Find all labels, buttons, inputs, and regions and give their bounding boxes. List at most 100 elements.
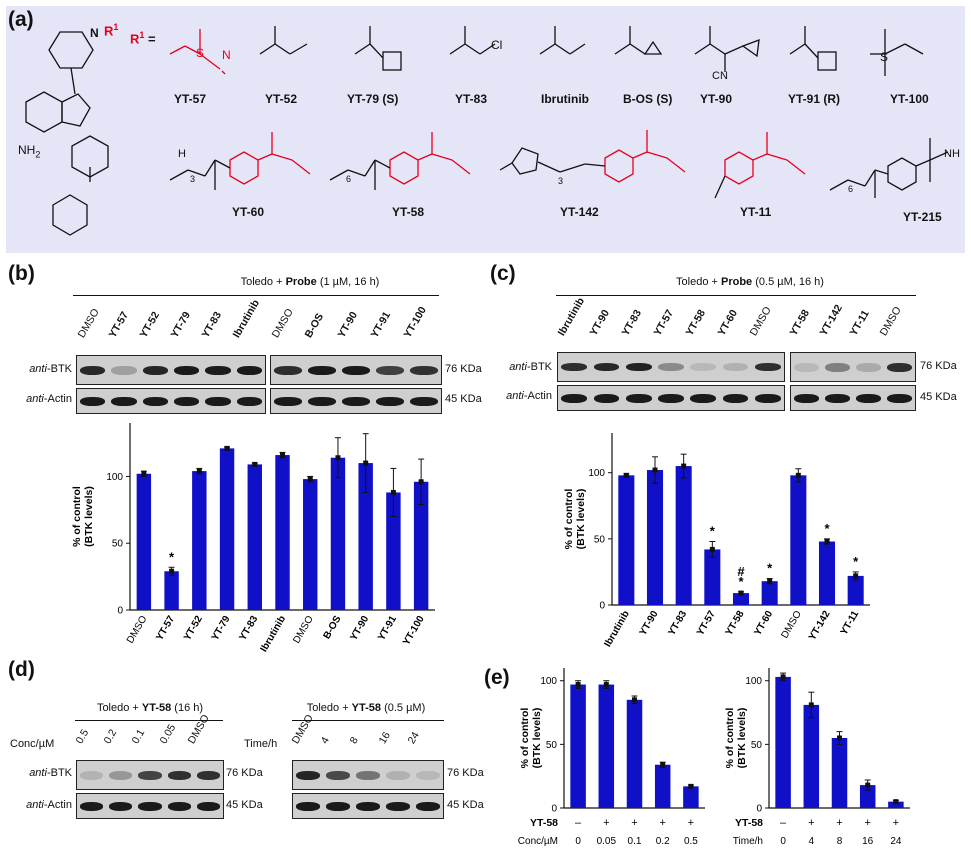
bar	[859, 785, 876, 808]
lane-label: YT-60	[715, 307, 741, 338]
yt215-nh-atom: NH	[944, 148, 960, 160]
blot-band	[296, 770, 320, 780]
compound-label: YT-100	[890, 92, 929, 106]
blot-band	[722, 393, 749, 403]
y-tick-label: 100	[588, 468, 605, 479]
bar	[303, 479, 318, 610]
blot-band	[690, 363, 717, 371]
r1-definition: R1 =	[130, 30, 156, 47]
blot-band	[80, 396, 106, 406]
y-tick-label: 100	[540, 676, 557, 687]
significance-mark: *	[738, 574, 744, 589]
lane-label: DMSO	[75, 306, 102, 340]
y-tick-label: 0	[599, 601, 605, 612]
panel-c-btk-row-label: anti-BTK	[509, 361, 552, 373]
x-tick-label: 0	[575, 836, 581, 847]
blot-band	[174, 365, 200, 375]
x-tick-label: B-OS	[322, 614, 344, 641]
x-tick-label: YT-58	[724, 609, 747, 638]
blot-band	[794, 362, 819, 372]
lane-label: YT-58	[787, 307, 813, 338]
panel-c-kda-45: 45 KDa	[920, 391, 957, 403]
core-r1-label: R1	[104, 22, 119, 39]
blot-band	[274, 396, 302, 406]
data-point	[307, 476, 313, 482]
blot-band	[658, 393, 684, 403]
x-tick-label: YT-83	[666, 609, 689, 638]
significance-mark: *	[767, 561, 773, 576]
panel-d-btk-row-label: anti-BTK	[29, 767, 72, 779]
panel-d-letter: (d)	[8, 658, 35, 681]
x-tick-label: Ibrutinib	[259, 614, 289, 654]
compound-label: YT-52	[265, 92, 298, 106]
significance-mark: *	[853, 554, 859, 569]
compound-label: Ibrutinib	[541, 92, 589, 106]
lane-label: YT-57	[106, 309, 132, 340]
lane-label: 0.5	[73, 727, 92, 746]
data-point	[252, 461, 258, 467]
y-axis-title-line: (BTK levels)	[83, 486, 95, 547]
panel-d-right-kda-76: 76 KDa	[447, 767, 484, 779]
panel-c-letter: (c)	[490, 262, 516, 285]
bar	[888, 801, 904, 808]
blot-band	[109, 770, 133, 780]
yt57-s-atom: S	[196, 46, 205, 60]
compound-label: YT-90	[700, 92, 733, 106]
compound-label: YT-60	[232, 205, 265, 219]
blot-band	[722, 363, 749, 371]
lane-label: DMSO	[269, 306, 296, 340]
data-point	[575, 682, 581, 688]
blot-band	[142, 365, 168, 375]
bar	[790, 475, 807, 605]
blot-band	[593, 393, 620, 403]
x-tick-label: DMSO	[779, 609, 804, 641]
lane-label: YT-142	[817, 302, 845, 338]
panel-e-letter: (e)	[484, 666, 510, 689]
lane-label: 4	[318, 734, 332, 746]
blot-band	[111, 365, 137, 375]
x-tick-label: Ibrutinib	[602, 609, 632, 649]
bar	[654, 764, 671, 808]
panel-c-btk-blot-left	[557, 352, 785, 382]
y-axis-title: % of control(BTK levels)	[519, 708, 543, 769]
blot-band	[167, 770, 191, 780]
lane-label: Ibrutinib	[555, 295, 587, 338]
data-point	[853, 573, 859, 579]
lane-label: YT-90	[335, 309, 361, 340]
data-point	[688, 783, 694, 789]
bar	[818, 541, 836, 605]
bar	[219, 448, 235, 610]
compound-label: YT-11	[740, 205, 772, 219]
x-tick-label: YT-79	[210, 614, 233, 643]
compound-label: YT-215	[903, 210, 942, 224]
treatment-sign: +	[688, 817, 694, 829]
data-point	[893, 799, 899, 805]
panel-a-background	[6, 6, 965, 253]
x-tick-label: YT-11	[839, 609, 862, 638]
yt60-h-atom: H	[178, 148, 186, 160]
lane-label: DMSO	[747, 304, 774, 338]
lane-label: YT-91	[368, 309, 394, 340]
panel-d-actin-blot-left	[76, 793, 224, 819]
y-tick-label: 50	[594, 534, 606, 545]
panel-b-kda-76: 76 KDa	[445, 363, 482, 375]
bar	[330, 457, 346, 610]
y-tick-label: 0	[756, 804, 762, 815]
blot-band	[236, 365, 262, 375]
panel-b-bracket-line	[73, 295, 439, 296]
panel-e-left-bar-chart: 0 50 100 % of control(BTK levels) – 0 +0.05 +0.…	[518, 668, 705, 847]
x-tick-label: YT-90	[638, 609, 661, 638]
blot-band	[625, 363, 652, 371]
y-axis-title-line: % of control	[519, 708, 531, 769]
x-tick-label: 24	[890, 836, 902, 847]
core-n-atom: N	[90, 26, 99, 40]
blot-band	[174, 396, 200, 406]
row-label: Time/h	[733, 836, 763, 847]
blot-band	[196, 801, 221, 811]
x-tick-label: DMSO	[291, 614, 316, 646]
lane-label: YT-90	[587, 307, 613, 338]
bar	[761, 581, 778, 605]
data-point	[652, 467, 658, 473]
x-tick-label: 0.1	[628, 836, 642, 847]
x-tick-label: YT-83	[238, 614, 261, 643]
